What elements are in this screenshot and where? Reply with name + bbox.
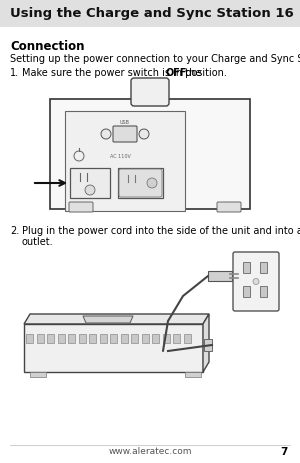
Bar xyxy=(204,339,212,351)
Text: 2.: 2. xyxy=(10,225,19,236)
Circle shape xyxy=(147,179,157,188)
Text: OFF: OFF xyxy=(165,68,187,78)
Circle shape xyxy=(253,279,259,285)
FancyArrowPatch shape xyxy=(35,181,65,187)
Bar xyxy=(68,334,75,343)
FancyBboxPatch shape xyxy=(217,202,241,213)
Text: Setting up the power connection to your Charge and Sync Station 16.: Setting up the power connection to your … xyxy=(10,54,300,64)
Bar xyxy=(173,334,180,343)
Bar xyxy=(0,0,300,28)
Bar xyxy=(37,334,44,343)
Polygon shape xyxy=(24,314,209,324)
Text: outlet.: outlet. xyxy=(22,237,54,246)
Bar xyxy=(65,112,185,212)
Bar xyxy=(110,334,117,343)
FancyBboxPatch shape xyxy=(131,79,169,107)
Bar xyxy=(118,169,163,199)
Text: position.: position. xyxy=(182,68,227,78)
Bar xyxy=(260,263,267,274)
Polygon shape xyxy=(83,316,133,323)
Circle shape xyxy=(101,130,111,140)
Bar xyxy=(131,334,138,343)
Bar xyxy=(152,334,159,343)
Text: www.aleratec.com: www.aleratec.com xyxy=(108,446,192,456)
FancyBboxPatch shape xyxy=(119,169,162,198)
Text: AC 110V: AC 110V xyxy=(110,154,130,159)
Polygon shape xyxy=(203,314,209,372)
Bar xyxy=(184,334,190,343)
Circle shape xyxy=(85,186,95,195)
Bar xyxy=(185,372,201,377)
Bar xyxy=(30,372,46,377)
Bar xyxy=(50,100,250,210)
Text: 1.: 1. xyxy=(10,68,19,78)
Bar xyxy=(121,334,128,343)
Bar xyxy=(89,334,96,343)
Bar xyxy=(47,334,54,343)
Text: Using the Charge and Sync Station 16: Using the Charge and Sync Station 16 xyxy=(10,7,294,20)
Bar xyxy=(100,334,106,343)
Bar xyxy=(26,334,33,343)
Bar xyxy=(163,334,170,343)
Text: Plug in the power cord into the side of the unit and into a US power: Plug in the power cord into the side of … xyxy=(22,225,300,236)
Bar xyxy=(79,334,86,343)
Bar xyxy=(243,263,250,274)
Bar xyxy=(70,169,110,199)
Polygon shape xyxy=(24,324,203,372)
Bar xyxy=(243,287,250,297)
Text: Connection: Connection xyxy=(10,40,85,53)
Bar xyxy=(208,271,232,282)
FancyBboxPatch shape xyxy=(113,127,137,143)
FancyBboxPatch shape xyxy=(233,252,279,311)
Text: Make sure the power switch is in the: Make sure the power switch is in the xyxy=(22,68,205,78)
Bar xyxy=(142,334,148,343)
Text: USB: USB xyxy=(120,120,130,125)
Circle shape xyxy=(139,130,149,140)
Bar xyxy=(260,287,267,297)
FancyBboxPatch shape xyxy=(69,202,93,213)
Text: 7: 7 xyxy=(280,446,288,456)
Bar xyxy=(58,334,64,343)
